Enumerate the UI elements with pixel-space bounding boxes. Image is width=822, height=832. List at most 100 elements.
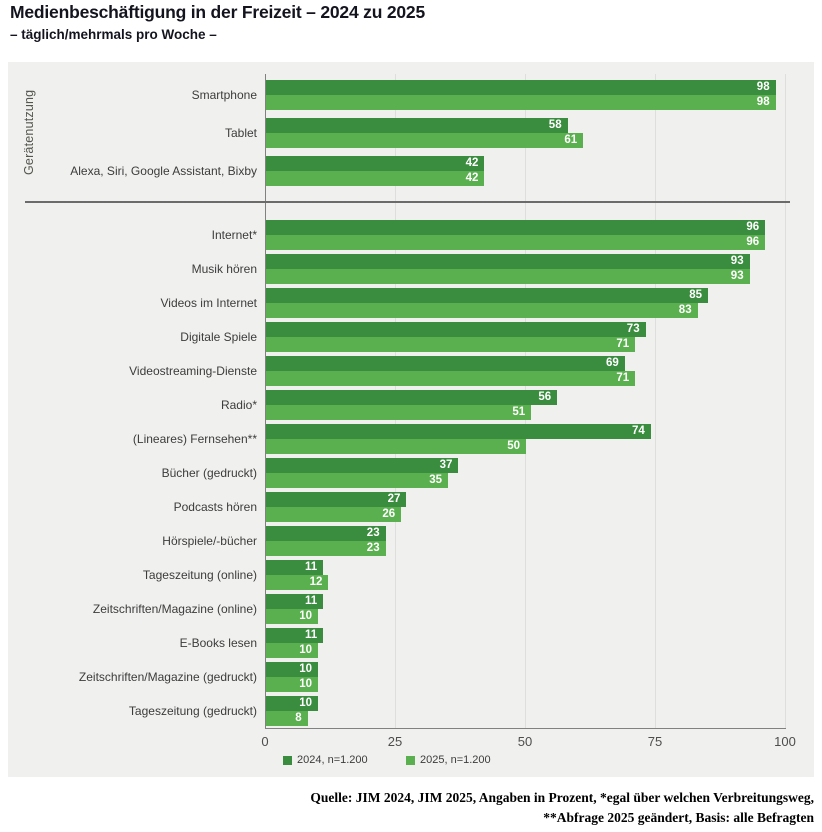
category-label: Digitale Spiele: [180, 330, 257, 344]
bar-2024: 27: [266, 492, 407, 507]
category-label: Internet*: [211, 228, 257, 242]
chart-title: Medienbeschäftigung in der Freizeit – 20…: [10, 2, 425, 22]
legend-item-2024: 2024, n=1.200: [283, 754, 368, 766]
bar-value: 10: [299, 696, 312, 709]
bar-2024: 42: [266, 156, 485, 171]
bar-2024: 85: [266, 288, 708, 303]
legend-label: 2024, n=1.200: [297, 754, 368, 766]
bar-2025: 71: [266, 371, 636, 386]
bar-2025: 93: [266, 269, 750, 284]
bar-value: 12: [309, 575, 323, 588]
gridline-100: [785, 74, 786, 728]
bar-value: 10: [299, 643, 312, 656]
bar-2024: 23: [266, 526, 386, 541]
category-label: Tageszeitung (online): [142, 568, 257, 582]
bar-2025: 42: [266, 171, 485, 186]
bar-2025: 50: [266, 439, 526, 454]
bar-value: 11: [305, 594, 318, 607]
category-label: E-Books lesen: [179, 636, 257, 650]
x-tick-label-100: 100: [774, 734, 796, 749]
category-label: Smartphone: [191, 88, 257, 102]
bar-value: 58: [548, 118, 562, 131]
bar-2025: 51: [266, 405, 532, 420]
bar-2024: 10: [266, 662, 318, 677]
bar-value: 42: [465, 171, 479, 184]
bar-value: 96: [746, 220, 760, 233]
bar-value: 11: [305, 560, 318, 573]
bar-2025: 61: [266, 133, 584, 148]
x-tick-label-0: 0: [261, 734, 269, 749]
bar-value: 37: [439, 458, 453, 471]
category-label: Radio*: [220, 398, 257, 412]
bar-2024: 10: [266, 696, 318, 711]
bar-value: 10: [299, 677, 312, 690]
bar-2024: 37: [266, 458, 459, 473]
bar-2024: 58: [266, 118, 568, 133]
bar-value: 73: [626, 322, 640, 335]
bar-value: 35: [429, 473, 442, 486]
legend-swatch-icon: [283, 755, 292, 765]
bar-2025: 23: [266, 541, 386, 556]
bar-2025: 10: [266, 609, 318, 624]
source-note-line2: **Abfrage 2025 geändert, Basis: alle Bef…: [543, 810, 814, 825]
section-divider-line: [25, 201, 790, 203]
bar-value: 10: [299, 609, 312, 622]
bar-2024: 93: [266, 254, 750, 269]
bar-value: 10: [299, 662, 312, 675]
bar-2025: 10: [266, 643, 318, 658]
source-note-line1: Quelle: JIM 2024, JIM 2025, Angaben in P…: [310, 790, 814, 805]
bar-value: 74: [632, 424, 645, 437]
bar-value: 23: [366, 526, 380, 539]
bar-value: 71: [616, 371, 630, 384]
bar-value: 50: [507, 439, 520, 452]
legend-swatch-icon: [406, 755, 415, 765]
category-label: Podcasts hören: [173, 500, 257, 514]
bar-value: 69: [606, 356, 619, 369]
bar-2025: 96: [266, 235, 766, 250]
legend-label: 2025, n=1.200: [420, 754, 491, 766]
bar-2025: 71: [266, 337, 636, 352]
chart-subtitle: – täglich/mehrmals pro Woche –: [10, 27, 217, 42]
bar-value: 83: [678, 303, 692, 316]
y-axis-line: [265, 74, 266, 728]
category-label: Hörspiele/-bücher: [162, 534, 257, 548]
bar-2024: 96: [266, 220, 766, 235]
bar-2024: 74: [266, 424, 651, 439]
bar-value: 98: [756, 80, 770, 93]
bar-value: 85: [689, 288, 702, 301]
bar-2025: 83: [266, 303, 698, 318]
bar-2025: 12: [266, 575, 329, 590]
category-label: Videostreaming-Dienste: [129, 364, 257, 378]
bar-2024: 69: [266, 356, 625, 371]
bar-2025: 98: [266, 95, 776, 110]
gridline-75: [655, 74, 656, 728]
category-label: Alexa, Siri, Google Assistant, Bixby: [70, 164, 257, 178]
x-tick-label-50: 50: [517, 734, 533, 749]
bar-value: 27: [387, 492, 401, 505]
bar-2025: 8: [266, 711, 308, 726]
category-label: Tablet: [224, 126, 257, 140]
bar-2025: 26: [266, 507, 402, 522]
category-label: Bücher (gedruckt): [161, 466, 257, 480]
x-axis-line: [265, 728, 786, 729]
bar-chart: Gerätenutzung Smartphone 98 98 Tablet 58 61 Al…: [8, 62, 814, 777]
category-label: Tageszeitung (gedruckt): [128, 704, 257, 718]
category-label: Zeitschriften/Magazine (gedruckt): [78, 670, 257, 684]
bar-2024: 11: [266, 560, 324, 575]
bar-value: 8: [295, 711, 302, 724]
bar-value: 71: [616, 337, 630, 350]
bar-2024: 98: [266, 80, 776, 95]
bar-value: 56: [538, 390, 552, 403]
bar-value: 61: [564, 133, 578, 146]
bar-value: 96: [746, 235, 760, 248]
category-label: Musik hören: [191, 262, 257, 276]
bar-value: 23: [366, 541, 380, 554]
bar-value: 26: [382, 507, 396, 520]
source-note: Quelle: JIM 2024, JIM 2025, Angaben in P…: [34, 788, 814, 828]
category-label: (Lineares) Fernsehen**: [132, 432, 257, 446]
bar-value: 42: [465, 156, 479, 169]
bar-2024: 11: [266, 628, 324, 643]
bar-value: 93: [730, 254, 744, 267]
bar-value: 98: [756, 95, 770, 108]
